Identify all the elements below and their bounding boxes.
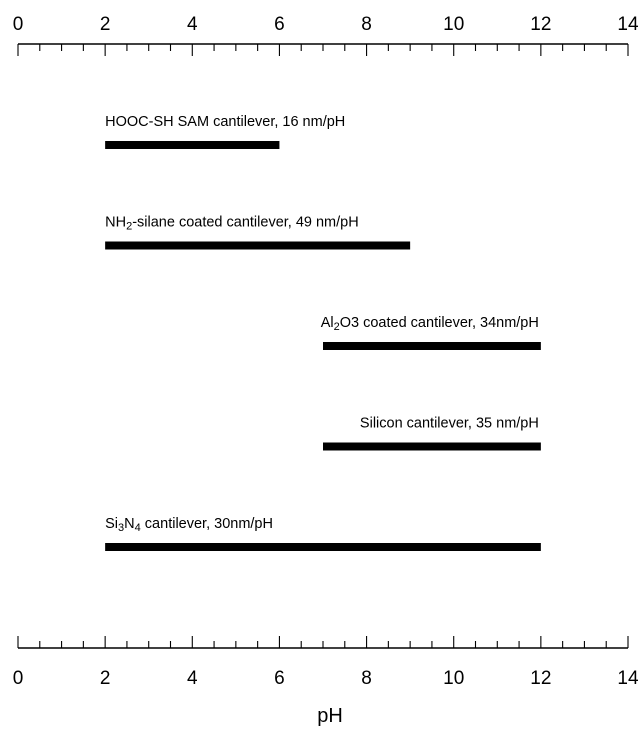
top-tick-label: 10 <box>443 14 464 35</box>
bottom-tick-label: 14 <box>617 668 639 689</box>
label-segment: cantilever, 30nm/pH <box>141 516 273 532</box>
label-segment: Si <box>105 516 118 532</box>
bottom-tick-label: 2 <box>100 668 111 689</box>
bottom-tick-label: 10 <box>443 668 464 689</box>
bottom-tick-label: 12 <box>530 668 551 689</box>
label-segment: Silicon cantilever, 35 nm/pH <box>360 416 539 432</box>
label-segment: Al <box>321 315 334 331</box>
range-bar <box>323 442 541 451</box>
label-subscript: 3 <box>118 522 124 534</box>
x-axis-title: pH <box>317 705 343 727</box>
bottom-tick-label: 0 <box>13 668 24 689</box>
top-tick-label: 0 <box>13 14 24 35</box>
top-tick-label: 14 <box>617 14 639 35</box>
bottom-tick-label: 4 <box>187 668 198 689</box>
label-subscript: 4 <box>135 522 141 534</box>
range-bar-label: NH2-silane coated cantilever, 49 nm/pH <box>105 215 359 233</box>
bottom-tick-label: 8 <box>361 668 372 689</box>
range-bar <box>105 141 280 149</box>
bottom-axis: 0 2 4 6 8 10 12 14 <box>13 636 639 689</box>
range-bar-label: Silicon cantilever, 35 nm/pH <box>360 416 539 432</box>
bottom-tick-label: 6 <box>274 668 285 689</box>
range-bars: HOOC-SH SAM cantilever, 16 nm/pHNH2-sila… <box>105 114 541 551</box>
range-bar <box>323 342 541 350</box>
label-segment: HOOC-SH SAM cantilever, 16 nm/pH <box>105 114 345 130</box>
range-bar <box>105 241 411 250</box>
range-bar-label: HOOC-SH SAM cantilever, 16 nm/pH <box>105 114 345 130</box>
label-segment: O3 coated cantilever, 34nm/pH <box>340 315 539 331</box>
label-subscript: 2 <box>126 221 132 233</box>
top-tick-label: 12 <box>530 14 551 35</box>
range-bar-label: Si3N4 cantilever, 30nm/pH <box>105 516 273 534</box>
top-tick-label: 6 <box>274 14 285 35</box>
top-tick-label: 8 <box>361 14 372 35</box>
label-subscript: 2 <box>334 321 340 333</box>
top-tick-label: 2 <box>100 14 111 35</box>
label-segment: NH <box>105 215 126 231</box>
range-bar-label: Al2O3 coated cantilever, 34nm/pH <box>321 315 539 333</box>
top-tick-label: 4 <box>187 14 198 35</box>
range-bar <box>105 543 541 551</box>
top-axis: 0 2 4 6 8 10 12 14 <box>13 14 639 56</box>
label-segment: -silane coated cantilever, 49 nm/pH <box>132 215 359 231</box>
label-segment: N <box>124 516 134 532</box>
